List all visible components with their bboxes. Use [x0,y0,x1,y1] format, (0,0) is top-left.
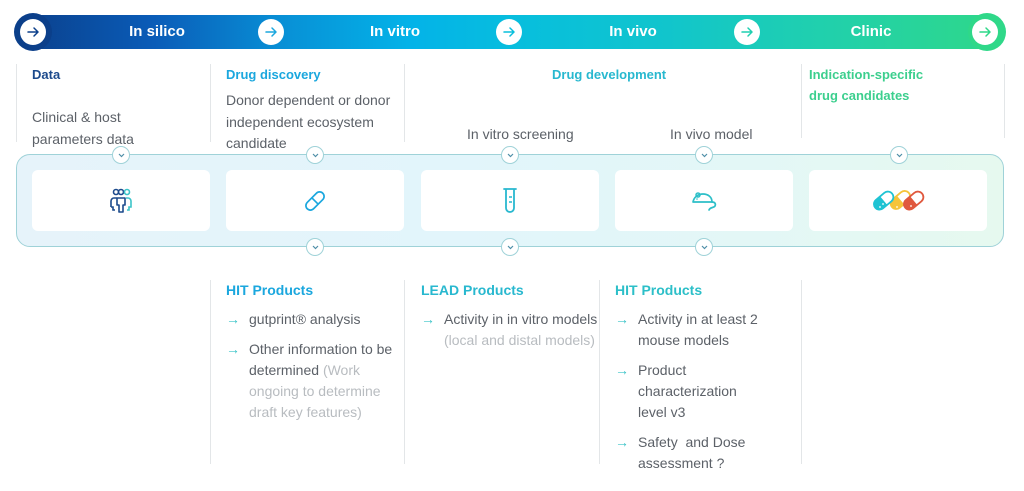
in-vivo-model-label: In vivo model [670,126,753,142]
list-item: → Activity in at least 2 mouse models [615,311,758,348]
arrow-right-icon: → [615,311,629,327]
chevron-down-icon[interactable] [695,146,713,164]
divider [16,64,17,142]
list-title: HIT Products [226,282,314,298]
chevron-down-icon[interactable] [890,146,908,164]
phase-in-vitro: In vitro [369,23,421,40]
header-drug-discovery: Drug discovery [226,67,321,82]
list-title: HIT Products [615,282,703,298]
card-in-vivo-model [615,170,793,231]
drug-discovery-description: Donor dependent or donor independent eco… [226,92,391,151]
phase-clinic: Clinic [850,23,892,40]
arrow-right-icon[interactable] [496,19,522,45]
hit-products-discovery: HIT Products → gutprint® analysis → Othe… [226,280,406,432]
capsule-icon [305,190,325,211]
divider [801,280,802,464]
divider [404,280,405,464]
divider [210,280,211,464]
arrow-right-icon[interactable] [972,19,998,45]
arrow-right-icon: → [226,311,240,327]
phase-in-vivo: In vivo [609,23,657,40]
arrow-right-icon[interactable] [734,19,760,45]
list-title: LEAD Products [421,282,524,298]
arrow-right-icon: → [615,362,629,378]
header-drug-development: Drug development [552,67,667,82]
data-description: Clinical & host parameters data [32,109,134,147]
divider [801,64,802,138]
people-group-icon [110,188,132,213]
card-in-vitro-screening [421,170,599,231]
arrow-right-icon: → [421,311,435,327]
header-indication-specific-line2: drug candidates [809,88,910,103]
chevron-down-icon[interactable] [306,146,324,164]
divider [599,280,600,464]
phase-in-silico: In silico [129,23,185,40]
card-indication-specific [809,170,987,231]
chevron-down-icon[interactable] [501,146,519,164]
divider [404,64,405,142]
header-indication-specific-line1: Indication-specific [809,67,924,82]
test-tube-icon [503,187,517,213]
chevron-down-icon[interactable] [501,238,519,256]
hit-products-in-vivo: HIT Products → Activity in at least 2 mo… [615,280,765,483]
chevron-down-icon[interactable] [306,238,324,256]
card-drug-discovery [226,170,404,231]
lead-products: LEAD Products → Activity in in vitro mod… [421,280,601,360]
divider [1004,64,1005,138]
three-capsules-icon [873,189,925,211]
list-item: → Other information to be determined (Wo… [226,341,393,420]
list-item: → Safety and Dose assessment ? [615,434,750,471]
card-data [32,170,210,231]
arrow-right-icon: → [615,434,629,450]
arrow-right-icon: → [226,341,240,357]
arrow-right-icon[interactable] [258,19,284,45]
chevron-down-icon[interactable] [112,146,130,164]
list-item: → Product characterization level v3 [615,362,737,420]
divider [210,64,211,142]
header-data: Data [32,67,61,82]
list-item: → Activity in in vitro models (local and… [421,311,598,348]
list-item: → gutprint® analysis [226,309,406,330]
phase-progress-bar: In silico In vitro In vivo Clinic [14,13,1006,51]
in-vitro-screening-label: In vitro screening [467,126,574,142]
arrow-right-icon[interactable] [20,19,46,45]
chevron-down-icon[interactable] [695,238,713,256]
mouse-icon [692,191,717,211]
